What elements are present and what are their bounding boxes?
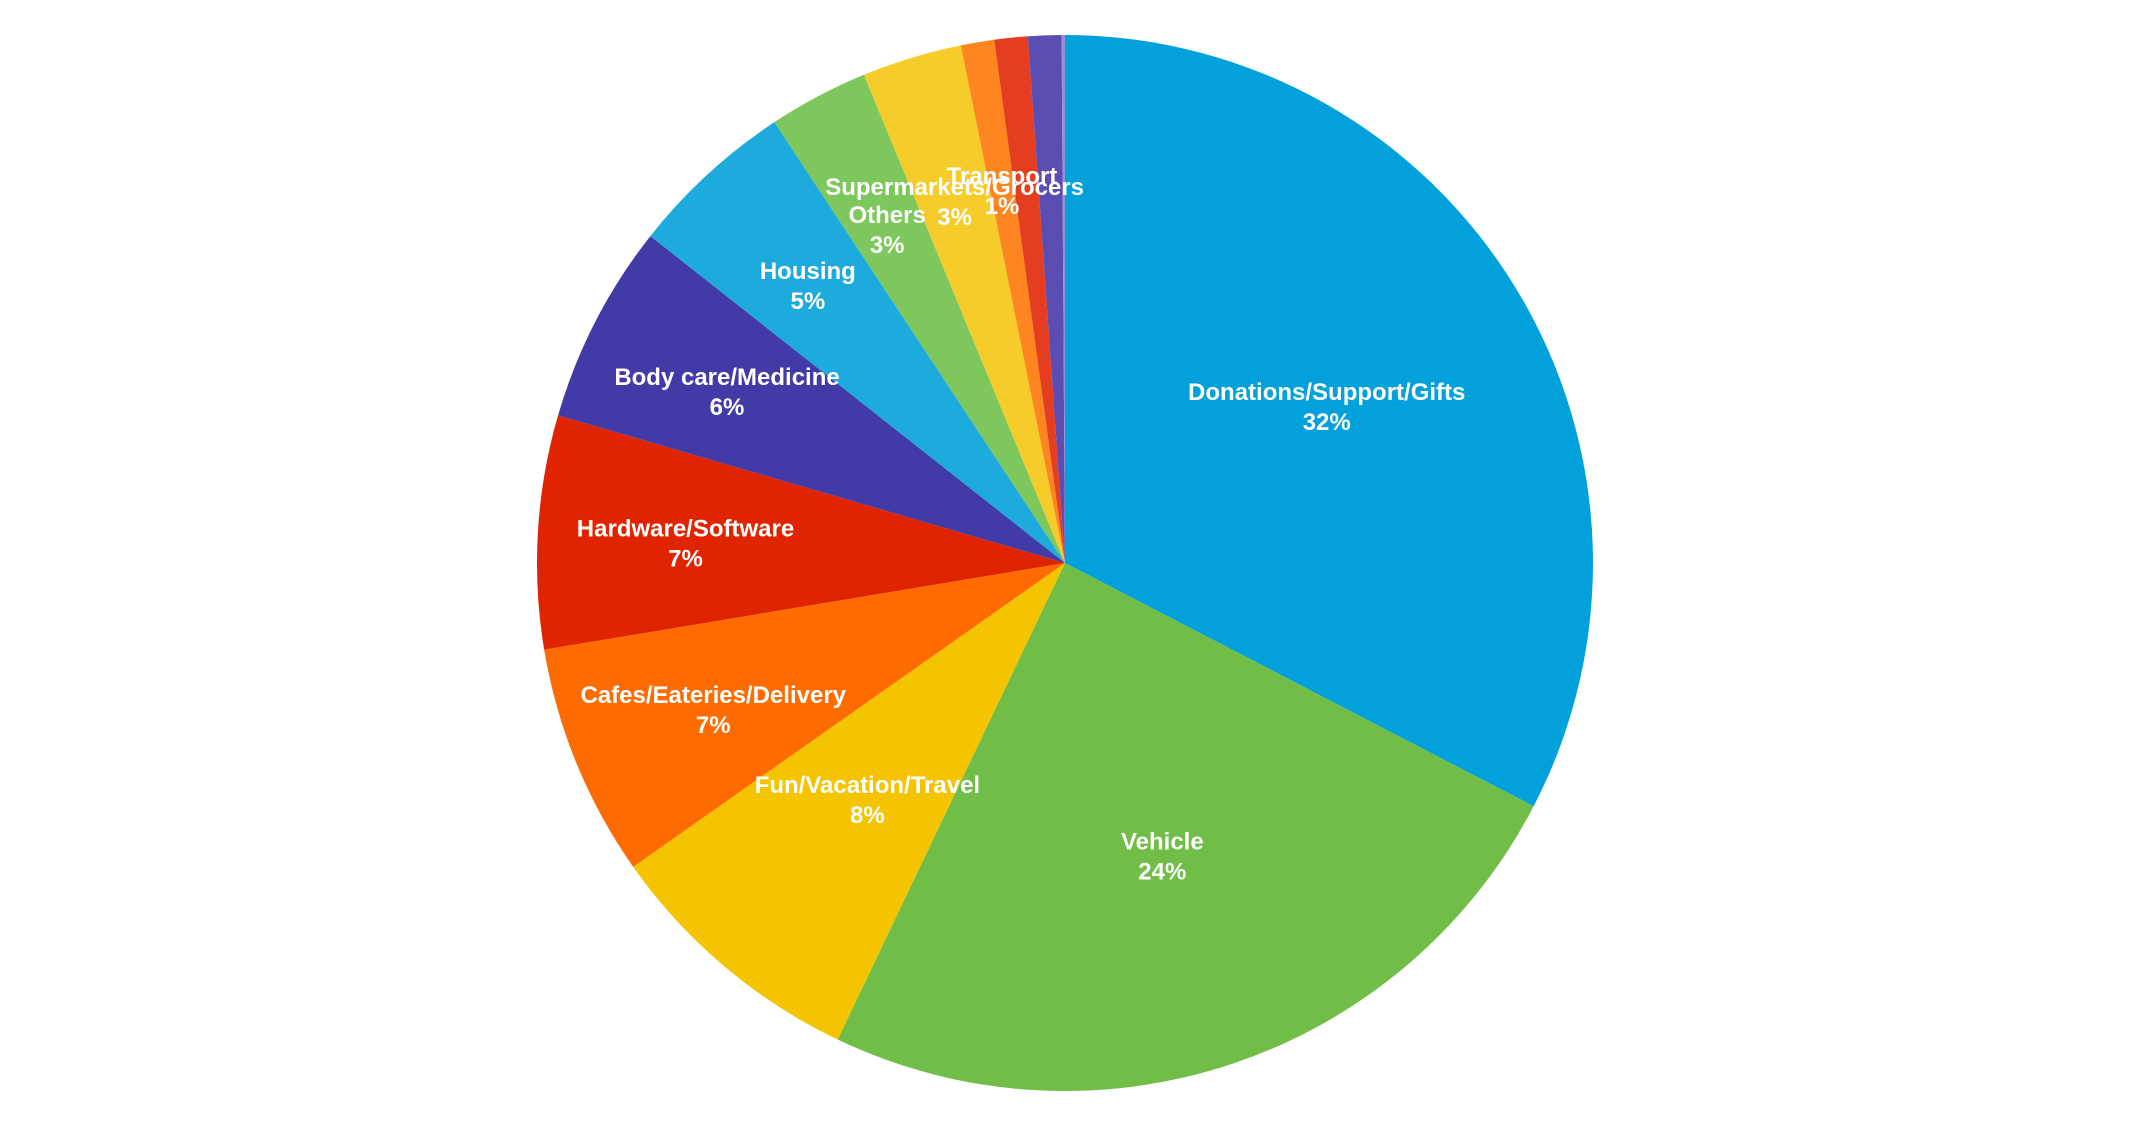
slice-cafes-eateries-delivery [544,563,1065,867]
slice-value-housing: 5% [790,288,825,315]
slice-value-others: 3% [870,232,905,259]
slice-value-hardware-software: 7% [668,545,703,572]
slice-label-transport: Transport [947,163,1058,190]
slice-label-cafes-eateries-delivery: Cafes/Eateries/Delivery [581,682,847,709]
slice-others [774,74,1065,564]
slice-body-care-medicine [558,236,1065,563]
slice-value-vehicle: 24% [1138,858,1186,885]
slice-donations-support-gifts [1065,35,1593,807]
slice-label-fun-vacation-travel: Fun/Vacation/Travel [755,772,980,799]
slice-label-housing: Housing [760,258,856,285]
slice-unlabeled-11 [1027,35,1065,564]
slice-value-fun-vacation-travel: 8% [850,802,885,829]
slice-fun-vacation-travel [633,563,1065,1040]
slice-supermarkets-grocers [863,45,1065,564]
slice-value-cafes-eateries-delivery: 7% [696,712,731,739]
slice-label-supermarkets-grocers: Supermarkets/Grocers [825,174,1084,201]
slice-value-body-care-medicine: 6% [710,394,745,421]
slice-label-hardware-software: Hardware/Software [577,515,794,542]
pie-labels: Donations/Support/Gifts 32% Vehicle 24% Fun/… [577,163,1466,885]
slice-unlabeled-10 [994,36,1065,564]
slice-housing [650,122,1065,563]
slice-hardware-software [537,415,1065,650]
slice-unlabeled-12 [1061,35,1065,563]
slice-transport [960,39,1065,564]
slice-value-transport: 1% [985,193,1020,220]
slice-label-others: Others [848,202,925,229]
slice-label-body-care-medicine: Body care/Medicine [614,364,839,391]
slice-vehicle [837,563,1534,1091]
slice-label-donations-support-gifts: Donations/Support/Gifts [1188,379,1465,406]
slice-value-donations-support-gifts: 32% [1303,409,1351,436]
slice-value-supermarkets-grocers: 3% [937,204,972,231]
pie-slices [537,35,1593,1091]
slice-label-vehicle: Vehicle [1121,828,1204,855]
